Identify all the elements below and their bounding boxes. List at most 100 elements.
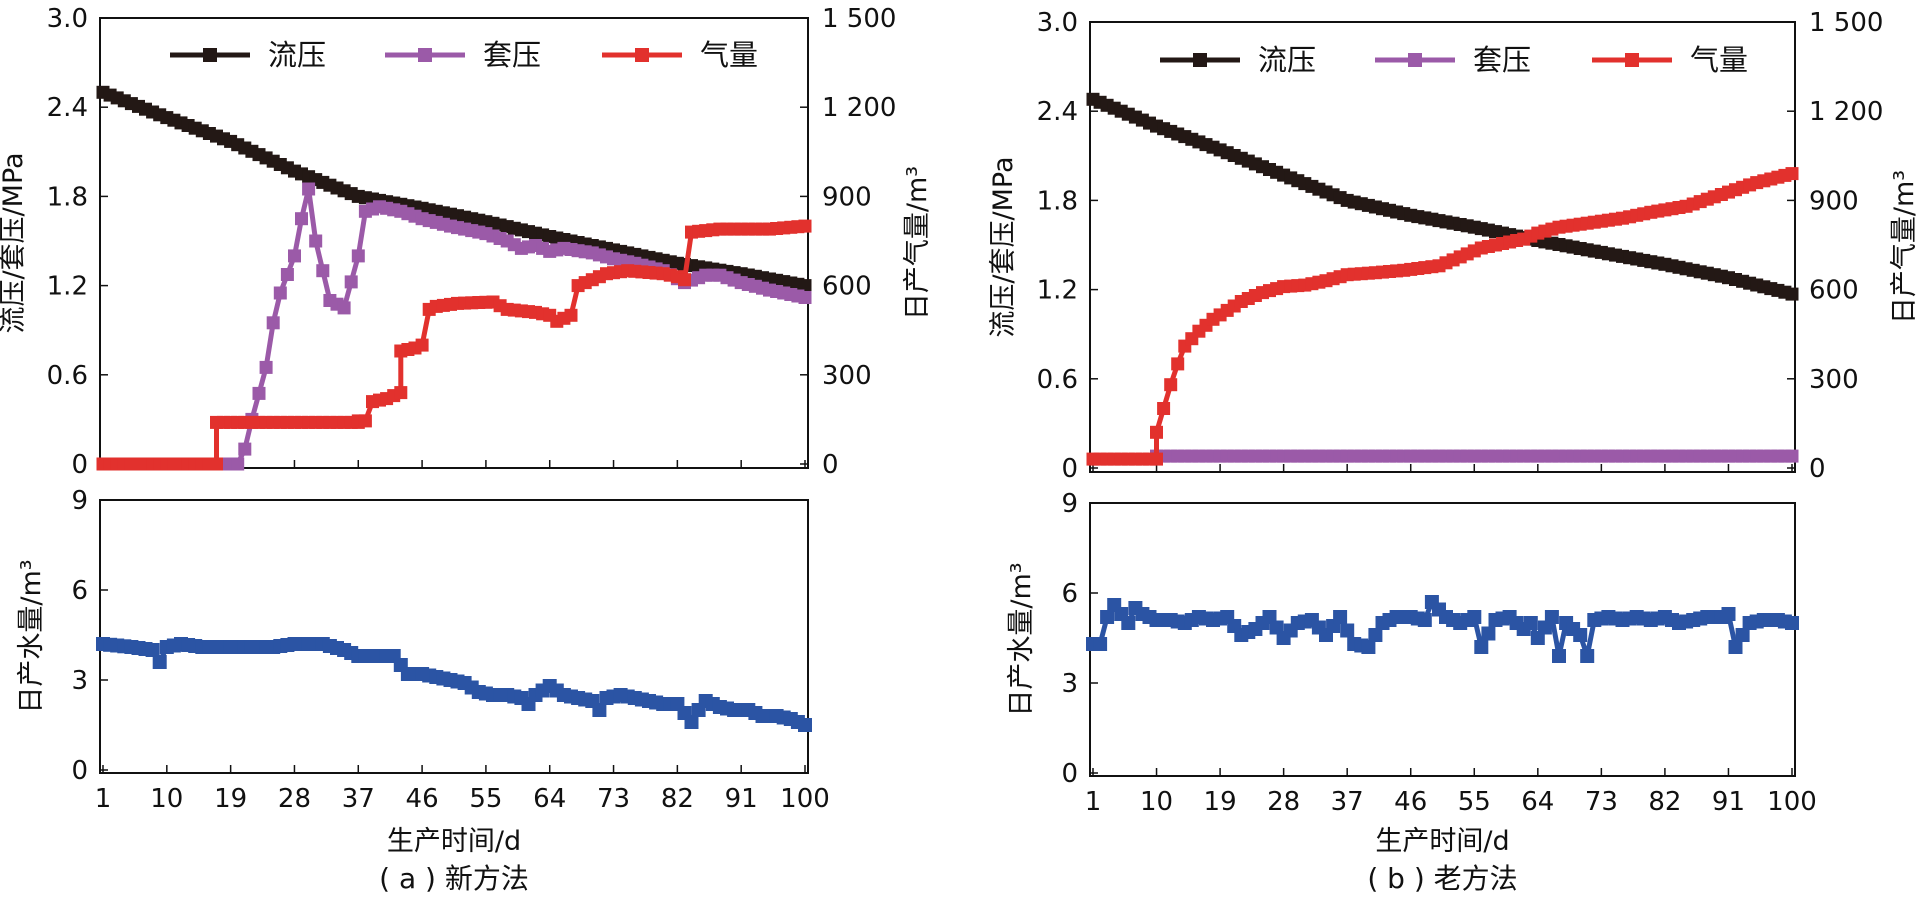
series-gas-point: [394, 386, 408, 400]
series-water-point: [1417, 613, 1432, 627]
series-water-point: [1340, 623, 1355, 638]
right-tick-label: 0: [1809, 454, 1826, 484]
series-water-markers: [96, 637, 812, 732]
series-water-point: [152, 655, 167, 669]
right-tick-label: 900: [822, 182, 872, 212]
upper-chart: 0 0.6 1.2 1.8 2.4 3.0 0 300 600 900 1 200 1 500 流压/套…: [0, 4, 933, 480]
series-casing-pressure-point: [344, 275, 358, 289]
left-tick-label: 2.4: [47, 93, 88, 123]
series-casing-pressure-markers: [217, 182, 812, 471]
left-tick-label: 3.0: [47, 4, 88, 34]
x-tick-label: 10: [150, 784, 183, 814]
series-casing-pressure-point: [316, 264, 330, 278]
x-tick-label: 10: [1140, 787, 1173, 817]
series-casing-pressure-point: [238, 442, 252, 456]
x-tick-label: 64: [533, 784, 566, 814]
series-water-point: [1474, 640, 1489, 654]
x-tick-label: 100: [780, 784, 830, 814]
series-water-point: [1361, 640, 1376, 654]
series-gas-point: [210, 457, 223, 471]
series-water-point: [1785, 616, 1799, 630]
series-casing-pressure-point: [798, 291, 812, 304]
upper-frame: [99, 17, 809, 469]
series-gas-point: [564, 308, 578, 322]
lower-tick-label: 9: [1061, 489, 1078, 519]
legend-label: 套压: [483, 38, 541, 72]
lower-tick-label: 0: [1061, 759, 1078, 789]
legend-label: 气量: [1690, 43, 1748, 77]
left-tick-label: 1.2: [47, 272, 88, 302]
x-tick-label: 46: [406, 784, 439, 814]
water-axis-label: 日产水量/m³: [16, 559, 47, 713]
right-tick-label: 600: [822, 272, 872, 302]
x-tick-label: 19: [214, 784, 247, 814]
right-tick-label: 300: [1809, 365, 1859, 395]
x-tick-label: 28: [278, 784, 311, 814]
x-tick-label: 1: [1085, 787, 1102, 817]
right-tick-label: 1 500: [1809, 8, 1883, 38]
left-tick-label: 1.8: [1037, 186, 1078, 216]
series-water-point: [1721, 607, 1736, 621]
series-water-point: [1728, 640, 1743, 654]
left-axis-label: 流压/套压/MPa: [988, 156, 1019, 337]
series-casing-pressure-point: [259, 360, 273, 374]
right-axis-label: 日产气量/m³: [902, 166, 933, 320]
x-tick-label: 82: [1648, 787, 1681, 817]
series-casing-pressure-point: [309, 234, 323, 248]
panel-b: 0 0.6 1.2 1.8 2.4 3.0 0 300 600 900 1 200 1 500 流压/套…: [988, 8, 1920, 895]
lower-tick-label: 0: [71, 756, 88, 786]
series-casing-pressure-point: [273, 286, 287, 300]
series-gas-point: [1785, 167, 1799, 181]
series-flow-pressure-markers: [96, 85, 812, 293]
series-water-point: [1368, 628, 1383, 642]
legend-label: 流压: [268, 38, 326, 72]
right-tick-label: 0: [822, 450, 839, 480]
series-water-point: [1121, 616, 1136, 630]
x-tick-label: 100: [1767, 787, 1817, 817]
x-tick-label: 91: [725, 784, 758, 814]
legend-marker: [418, 48, 432, 62]
series-water-point: [1523, 616, 1538, 630]
series-casing-pressure-point: [266, 316, 280, 330]
left-tick-label: 0: [1061, 454, 1078, 484]
legend-marker: [635, 48, 649, 62]
x-axis-label: 生产时间/d: [1375, 826, 1509, 857]
series-gas-point: [1171, 357, 1185, 371]
series-water-point: [798, 718, 812, 732]
series-casing-pressure-point: [231, 457, 245, 471]
left-tick-label: 0: [71, 450, 88, 480]
series-water-point: [592, 703, 607, 717]
legend-label: 气量: [700, 38, 758, 72]
legend-label: 流压: [1258, 43, 1316, 77]
x-tick-label: 37: [342, 784, 375, 814]
left-axis-label: 流压/套压/MPa: [0, 152, 29, 333]
right-tick-label: 1 200: [822, 93, 896, 123]
series-casing-pressure-markers: [1150, 449, 1799, 463]
series-casing-pressure-point: [295, 212, 308, 226]
lower-tick-label: 6: [1061, 579, 1078, 609]
right-tick-label: 1 500: [822, 4, 896, 34]
series-water-point: [1100, 610, 1115, 624]
series-water-point: [1580, 649, 1595, 663]
left-tick-label: 0.6: [1037, 365, 1078, 395]
series-water-point: [1552, 649, 1566, 663]
x-tick-label: 82: [661, 784, 694, 814]
panel-caption: ( b ) 老方法: [1367, 862, 1517, 895]
x-axis-label: 生产时间/d: [387, 826, 521, 857]
series-gas-point: [678, 273, 691, 287]
series-casing-pressure-point: [288, 249, 301, 263]
right-tick-label: 1 200: [1809, 97, 1883, 127]
series-casing-pressure-point: [1785, 449, 1799, 463]
lower-tick-label: 9: [71, 486, 88, 516]
legend-marker: [203, 48, 217, 62]
left-tick-label: 0.6: [47, 361, 88, 391]
x-tick-label: 28: [1267, 787, 1300, 817]
left-tick-label: 1.8: [47, 182, 88, 212]
series-flow-pressure-line: [99, 89, 808, 289]
x-tick-label: 55: [469, 784, 502, 814]
series-casing-pressure-point: [302, 182, 316, 196]
series-gas-point: [1164, 378, 1178, 392]
panel-caption: ( a ) 新方法: [379, 862, 529, 895]
